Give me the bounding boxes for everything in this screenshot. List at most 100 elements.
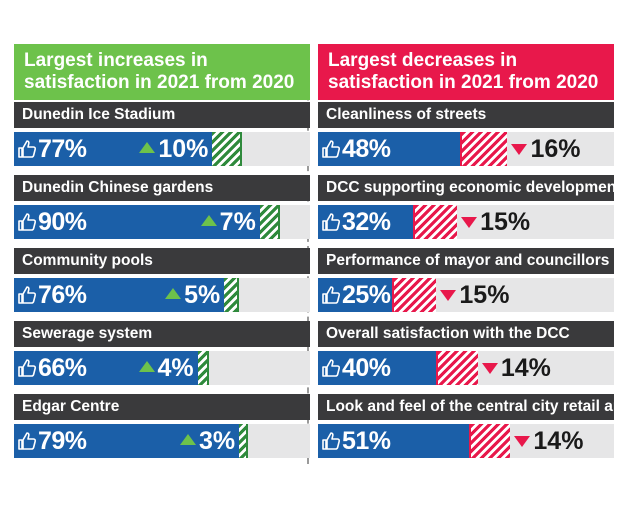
bar-track: 66% 4% bbox=[14, 351, 310, 385]
thumbs-up-icon bbox=[321, 358, 341, 378]
satisfaction-value: 25% bbox=[342, 281, 391, 309]
satisfaction-value: 40% bbox=[342, 354, 391, 382]
increase-bar bbox=[224, 278, 239, 312]
triangle-up-icon bbox=[200, 214, 217, 226]
change-text: 10% bbox=[158, 135, 209, 163]
list-item: Edgar Centre 79% 3% bbox=[14, 394, 310, 458]
category-label: Dunedin Ice Stadium bbox=[14, 102, 310, 128]
change-text: 15% bbox=[480, 208, 531, 236]
change-text: 4% bbox=[157, 354, 194, 382]
bar-track: 25% 15% bbox=[318, 278, 614, 312]
category-label: Sewerage system bbox=[14, 321, 310, 347]
change-value: 7% bbox=[200, 205, 256, 239]
decrease-bar bbox=[436, 351, 478, 385]
increase-bar bbox=[212, 132, 242, 166]
change-value: 14% bbox=[481, 351, 551, 385]
change-text: 3% bbox=[198, 427, 236, 455]
satisfaction-bar bbox=[14, 278, 225, 312]
thumbs-up-icon bbox=[321, 285, 341, 305]
triangle-down-icon bbox=[461, 216, 478, 228]
category-label: Edgar Centre bbox=[14, 394, 310, 420]
bar-track: 40% 14% bbox=[318, 351, 614, 385]
satisfaction-bar bbox=[318, 278, 392, 312]
satisfaction-bar bbox=[14, 132, 213, 166]
bar-track: 51% 14% bbox=[318, 424, 614, 458]
list-item: Dunedin Chinese gardens 90% 7% bbox=[14, 175, 310, 239]
change-text: 15% bbox=[459, 281, 510, 309]
change-text: 14% bbox=[500, 354, 551, 382]
change-value: 14% bbox=[514, 424, 583, 458]
decrease-bar bbox=[468, 424, 511, 458]
satisfaction-bar bbox=[318, 205, 413, 239]
thumbs-up-icon bbox=[17, 285, 37, 305]
increase-bar bbox=[238, 424, 248, 458]
change-value: 4% bbox=[138, 351, 194, 385]
increases-panel: Largest increases in satisfaction in 202… bbox=[14, 44, 310, 458]
satisfaction-value: 77% bbox=[38, 135, 87, 163]
satisfaction-value: 76% bbox=[38, 281, 87, 309]
category-label: Cleanliness of streets bbox=[318, 102, 614, 128]
satisfaction-bar bbox=[14, 205, 260, 239]
decreases-title: Largest decreases in satisfaction in 202… bbox=[318, 44, 614, 100]
triangle-down-icon bbox=[514, 435, 531, 447]
change-value: 10% bbox=[139, 132, 208, 166]
satisfaction-value: 79% bbox=[38, 427, 87, 455]
increase-bar bbox=[197, 351, 210, 385]
satisfaction-value: 51% bbox=[342, 427, 391, 455]
list-item: Look and feel of the central city retail… bbox=[318, 394, 614, 458]
category-label: Dunedin Chinese gardens bbox=[14, 175, 310, 201]
thumbs-up-icon bbox=[321, 139, 341, 159]
change-text: 5% bbox=[184, 281, 221, 309]
change-text: 7% bbox=[219, 208, 256, 236]
list-item: Dunedin Ice Stadium 77% 10% bbox=[14, 102, 310, 166]
satisfaction-value: 48% bbox=[342, 135, 391, 163]
satisfaction-bar bbox=[318, 351, 437, 385]
bar-track: 77% 10% bbox=[14, 132, 310, 166]
bar-track: 79% 3% bbox=[14, 424, 310, 458]
change-text: 14% bbox=[533, 427, 584, 455]
change-text: 16% bbox=[530, 135, 581, 163]
category-label: Overall satisfaction with the DCC bbox=[318, 321, 614, 347]
category-label: DCC supporting economic development bbox=[318, 175, 614, 201]
thumbs-up-icon bbox=[17, 431, 37, 451]
decrease-bar bbox=[460, 132, 508, 166]
change-value: 16% bbox=[511, 132, 580, 166]
thumbs-up-icon bbox=[321, 212, 341, 232]
list-item: Community pools 76% 5% bbox=[14, 248, 310, 312]
decrease-bar bbox=[392, 278, 437, 312]
satisfaction-bar bbox=[14, 424, 239, 458]
list-item: DCC supporting economic development 32% 15… bbox=[318, 175, 614, 239]
satisfaction-value: 32% bbox=[342, 208, 391, 236]
list-item: Cleanliness of streets 48% 16% bbox=[318, 102, 614, 166]
decrease-bar bbox=[412, 205, 458, 239]
change-value: 15% bbox=[461, 205, 530, 239]
list-item: Overall satisfaction with the DCC 40% 14% bbox=[318, 321, 614, 385]
bar-track: 32% 15% bbox=[318, 205, 614, 239]
category-label: Community pools bbox=[14, 248, 310, 274]
decreases-panel: Largest decreases in satisfaction in 202… bbox=[318, 44, 614, 458]
increases-title: Largest increases in satisfaction in 202… bbox=[14, 44, 310, 100]
triangle-down-icon bbox=[481, 362, 498, 374]
triangle-down-icon bbox=[511, 143, 528, 155]
change-value: 3% bbox=[179, 424, 236, 458]
triangle-down-icon bbox=[440, 289, 457, 301]
bar-track: 76% 5% bbox=[14, 278, 310, 312]
change-value: 5% bbox=[165, 278, 220, 312]
category-label: Performance of mayor and councillors bbox=[318, 248, 614, 274]
increase-bar bbox=[259, 205, 281, 239]
triangle-up-icon bbox=[138, 360, 155, 372]
thumbs-up-icon bbox=[321, 431, 341, 451]
thumbs-up-icon bbox=[17, 139, 37, 159]
thumbs-up-icon bbox=[17, 358, 37, 378]
list-item: Performance of mayor and councillors 25% 1… bbox=[318, 248, 614, 312]
bar-track: 48% 16% bbox=[318, 132, 614, 166]
triangle-up-icon bbox=[165, 287, 182, 299]
satisfaction-value: 90% bbox=[38, 208, 87, 236]
triangle-up-icon bbox=[139, 141, 156, 153]
triangle-up-icon bbox=[179, 433, 196, 445]
thumbs-up-icon bbox=[17, 212, 37, 232]
change-value: 15% bbox=[440, 278, 509, 312]
satisfaction-bar bbox=[14, 351, 198, 385]
list-item: Sewerage system 66% 4% bbox=[14, 321, 310, 385]
satisfaction-value: 66% bbox=[38, 354, 87, 382]
